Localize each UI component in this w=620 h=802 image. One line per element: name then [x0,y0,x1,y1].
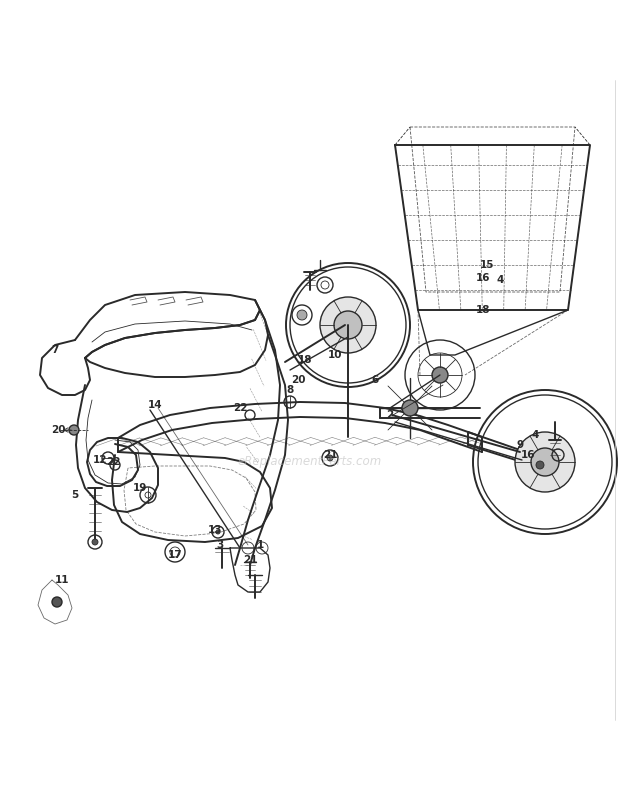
Text: 8: 8 [286,385,294,395]
Text: 12: 12 [93,455,107,465]
Circle shape [536,461,544,469]
Text: 9: 9 [516,440,523,450]
Circle shape [515,432,575,492]
Text: 19: 19 [133,483,147,493]
Text: eReplacementParts.com: eReplacementParts.com [238,456,382,468]
Text: 22: 22 [232,403,247,413]
Circle shape [69,425,79,435]
Text: 18: 18 [476,305,490,315]
Text: 5: 5 [71,490,79,500]
Text: 20: 20 [51,425,65,435]
Text: 21: 21 [323,450,337,460]
Text: 17: 17 [167,550,182,560]
Circle shape [297,310,307,320]
Text: 6: 6 [371,375,379,385]
Text: 2: 2 [386,410,394,420]
Text: 10: 10 [328,350,342,360]
Circle shape [531,448,559,476]
Text: 4: 4 [531,430,539,440]
Circle shape [320,297,376,353]
Text: 3: 3 [216,540,224,550]
Circle shape [432,367,448,383]
Circle shape [92,539,98,545]
Text: 14: 14 [148,400,162,410]
Text: 16: 16 [476,273,490,283]
Text: 13: 13 [208,525,222,535]
Text: 18: 18 [298,355,312,365]
Text: 7: 7 [51,345,59,355]
Text: 16: 16 [521,450,535,460]
Text: 11: 11 [55,575,69,585]
Text: 15: 15 [480,260,494,270]
Circle shape [327,455,333,461]
Text: 22: 22 [106,457,120,467]
Circle shape [402,400,418,416]
Text: 4: 4 [497,275,503,285]
Text: 20: 20 [291,375,305,385]
Circle shape [216,530,220,534]
Text: 21: 21 [243,555,257,565]
Text: 1: 1 [257,540,264,550]
Circle shape [334,311,362,339]
Circle shape [52,597,62,607]
